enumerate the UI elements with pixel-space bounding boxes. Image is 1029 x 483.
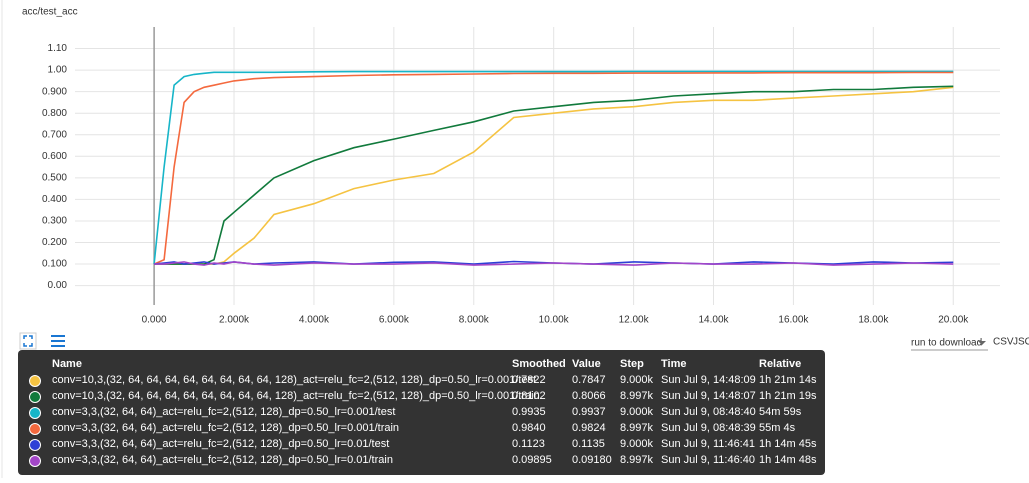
tooltip-header: Value bbox=[572, 358, 601, 370]
tooltip-cell: Sun Jul 9, 11:46:41 bbox=[661, 438, 755, 450]
tooltip-cell: 0.7847 bbox=[572, 374, 606, 386]
csv-link[interactable]: CSV bbox=[993, 337, 1014, 348]
tooltip-cell: 0.1135 bbox=[572, 438, 605, 450]
series-name: conv=3,3,(32, 64, 64)_act=relu_fc=2,(512… bbox=[52, 454, 393, 466]
series-name: conv=3,3,(32, 64, 64)_act=relu_fc=2,(512… bbox=[52, 438, 390, 450]
series-swatch bbox=[29, 439, 41, 451]
download-select[interactable]: run to download bbox=[911, 338, 982, 349]
tooltip-cell: 0.09180 bbox=[572, 454, 612, 466]
chart-title: acc/test_acc bbox=[22, 7, 78, 18]
series-name: conv=10,3,(32, 64, 64, 64, 64, 64, 64, 6… bbox=[52, 374, 537, 386]
tooltip-cell: 0.7822 bbox=[512, 374, 546, 386]
x-tick-label: 20.00k bbox=[938, 315, 969, 326]
expand-icon[interactable] bbox=[19, 332, 37, 350]
tooltip-cell: Sun Jul 9, 08:48:39 bbox=[661, 422, 756, 434]
tooltip-cell: 0.8102 bbox=[512, 390, 546, 402]
series-line bbox=[153, 71, 954, 265]
series-line bbox=[154, 261, 954, 266]
series-name: conv=3,3,(32, 64, 64)_act=relu_fc=2,(512… bbox=[52, 422, 400, 434]
y-tick-label: 0.200 bbox=[42, 237, 67, 248]
series-name: conv=10,3,(32, 64, 64, 64, 64, 64, 64, 6… bbox=[52, 390, 540, 402]
tooltip-header: Time bbox=[661, 358, 687, 370]
series-swatch bbox=[29, 407, 41, 419]
tooltip-cell: 9.000k bbox=[620, 406, 654, 418]
tooltip-cell: Sun Jul 9, 08:48:40 bbox=[661, 406, 756, 418]
y-tick-label: 0.900 bbox=[42, 86, 67, 97]
tooltip-cell: 8.997k bbox=[620, 390, 654, 402]
x-tick-label: 10.00k bbox=[539, 315, 570, 326]
y-tick-label: 0.00 bbox=[48, 280, 68, 291]
series-swatch bbox=[29, 375, 41, 387]
tooltip-cell: 0.09895 bbox=[512, 454, 552, 466]
x-tick-label: 8.000k bbox=[459, 315, 490, 326]
x-tick-label: 18.00k bbox=[858, 315, 889, 326]
y-tick-label: 0.800 bbox=[42, 108, 67, 119]
y-tick-label: 0.300 bbox=[42, 216, 67, 227]
tooltip-cell: 0.9935 bbox=[512, 406, 546, 418]
series-name: conv=3,3,(32, 64, 64)_act=relu_fc=2,(512… bbox=[52, 406, 396, 418]
tooltip-cell: Sun Jul 9, 14:48:09 bbox=[661, 374, 756, 386]
tooltip: Name Smoothed Value Step Time Relative conv=10… bbox=[18, 350, 825, 475]
x-tick-label: 0.000 bbox=[142, 315, 167, 326]
series-swatch bbox=[29, 455, 41, 467]
series-line bbox=[153, 70, 954, 265]
tooltip-cell: 1h 21m 14s bbox=[759, 374, 817, 386]
y-tick-label: 0.700 bbox=[42, 129, 67, 140]
y-tick-label: 0.600 bbox=[42, 151, 67, 162]
x-tick-label: 4.000k bbox=[299, 315, 330, 326]
x-tick-label: 14.00k bbox=[698, 315, 729, 326]
tooltip-cell: 1h 14m 45s bbox=[759, 438, 817, 450]
dropdown-arrow bbox=[978, 341, 986, 345]
tooltip-cell: 55m 4s bbox=[759, 422, 796, 434]
tooltip-header: Step bbox=[620, 358, 644, 370]
tooltip-cell: 0.1123 bbox=[512, 438, 545, 450]
tooltip-cell: 8.997k bbox=[620, 454, 654, 466]
tooltip-header: Smoothed bbox=[512, 358, 566, 370]
tooltip-cell: 1h 14m 48s bbox=[759, 454, 817, 466]
tooltip-header: Relative bbox=[759, 358, 802, 370]
series-swatch bbox=[29, 391, 41, 403]
y-tick-label: 0.500 bbox=[42, 172, 67, 183]
tooltip-cell: Sun Jul 9, 11:46:40 bbox=[661, 454, 755, 466]
tooltip-cell: 9.000k bbox=[620, 438, 654, 450]
tooltip-cell: 1h 21m 19s bbox=[759, 390, 817, 402]
json-link[interactable]: JSON bbox=[1013, 337, 1029, 348]
tooltip-cell: 0.8066 bbox=[572, 390, 606, 402]
tooltip-cell: 0.9824 bbox=[572, 422, 606, 434]
y-tick-label: 0.400 bbox=[42, 194, 67, 205]
x-tick-label: 12.00k bbox=[619, 315, 650, 326]
tooltip-cell: 0.9937 bbox=[572, 406, 606, 418]
tooltip-cell: 54m 59s bbox=[759, 406, 802, 418]
tooltip-cell: 0.9840 bbox=[512, 422, 546, 434]
y-tick-label: 1.10 bbox=[48, 43, 68, 54]
tooltip-cell: 9.000k bbox=[620, 374, 654, 386]
y-tick-label: 0.100 bbox=[42, 259, 67, 270]
x-tick-label: 16.00k bbox=[778, 315, 809, 326]
x-tick-label: 6.000k bbox=[379, 315, 410, 326]
x-tick-label: 2.000k bbox=[219, 315, 250, 326]
series-swatch bbox=[29, 423, 41, 435]
tooltip-header: Name bbox=[52, 358, 82, 370]
tooltip-cell: Sun Jul 9, 14:48:07 bbox=[661, 390, 756, 402]
menu-icon[interactable] bbox=[51, 335, 65, 347]
series-line bbox=[154, 260, 954, 265]
y-tick-label: 1.00 bbox=[48, 65, 68, 76]
tooltip-cell: 8.997k bbox=[620, 422, 654, 434]
